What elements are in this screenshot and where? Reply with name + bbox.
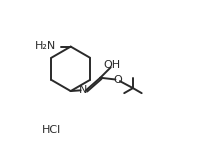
- Text: H₂N: H₂N: [35, 41, 57, 51]
- Text: HCl: HCl: [42, 125, 61, 135]
- Text: N: N: [79, 85, 88, 95]
- Text: OH: OH: [104, 60, 121, 70]
- Text: O: O: [114, 75, 122, 85]
